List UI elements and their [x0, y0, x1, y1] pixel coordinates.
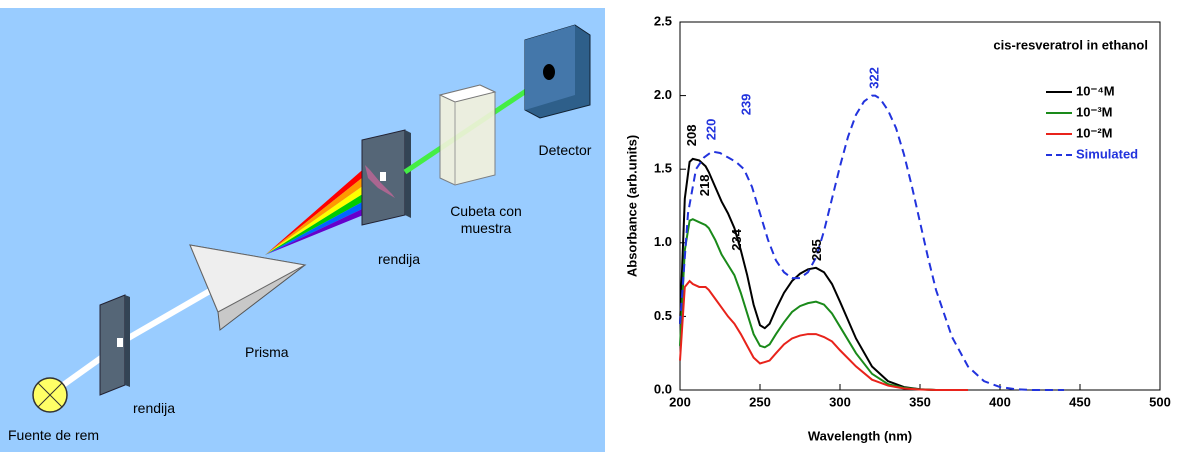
x-tick-label: 300	[829, 394, 851, 409]
slit-opening	[380, 172, 386, 181]
diagram-label: muestra	[461, 220, 512, 236]
diagram-label: rendija	[133, 400, 175, 416]
peak-label: 218	[697, 175, 712, 197]
slit-side	[405, 130, 411, 218]
peak-label: 208	[684, 124, 699, 146]
chart-title: cis-resveratrol in ethanol	[993, 37, 1148, 52]
legend-label: 10⁻⁴M	[1076, 83, 1115, 98]
y-tick-label: 1.0	[654, 234, 672, 249]
peak-label: 322	[867, 67, 882, 89]
x-tick-label: 200	[669, 394, 691, 409]
y-tick-label: 2.5	[654, 13, 672, 28]
plot-frame	[680, 22, 1160, 390]
x-tick-label: 450	[1069, 394, 1091, 409]
x-axis-label: Wavelength (nm)	[808, 428, 912, 443]
chart: cis-resveratrol in ethanol Wavelength (n…	[624, 13, 1170, 443]
cuvette	[440, 85, 495, 185]
slit-opening	[117, 338, 123, 347]
diagram-label: Fuente de rem	[8, 427, 99, 443]
slit-side	[125, 295, 130, 387]
legend-label: 10⁻³M	[1076, 104, 1112, 119]
detector-opening	[543, 64, 555, 80]
peak-label: 234	[729, 228, 744, 250]
diagram-label: Cubeta con	[450, 203, 522, 219]
peak-label: 220	[703, 119, 718, 141]
x-tick-label: 400	[989, 394, 1011, 409]
legend-label: Simulated	[1076, 146, 1138, 161]
x-tick-label: 500	[1149, 394, 1171, 409]
y-axis-label: Absorbance (arb.units)	[624, 135, 639, 277]
series-line	[680, 281, 968, 390]
diagram: Fuente de rem rendija Prisma rendija Cub…	[0, 8, 605, 452]
page: Fuente de rem rendija Prisma rendija Cub…	[0, 0, 1179, 452]
diagram-label: Detector	[539, 142, 592, 158]
peak-label: 239	[739, 94, 754, 116]
y-tick-label: 2.0	[654, 87, 672, 102]
diagram-label: Prisma	[245, 344, 289, 360]
y-tick-label: 0.5	[654, 308, 672, 323]
peak-label: 285	[809, 239, 824, 261]
legend-label: 10⁻²M	[1076, 125, 1112, 140]
series-line	[680, 159, 968, 390]
y-tick-label: 1.5	[654, 161, 672, 176]
diagram-label: rendija	[378, 251, 420, 267]
x-tick-label: 250	[749, 394, 771, 409]
x-tick-label: 350	[909, 394, 931, 409]
